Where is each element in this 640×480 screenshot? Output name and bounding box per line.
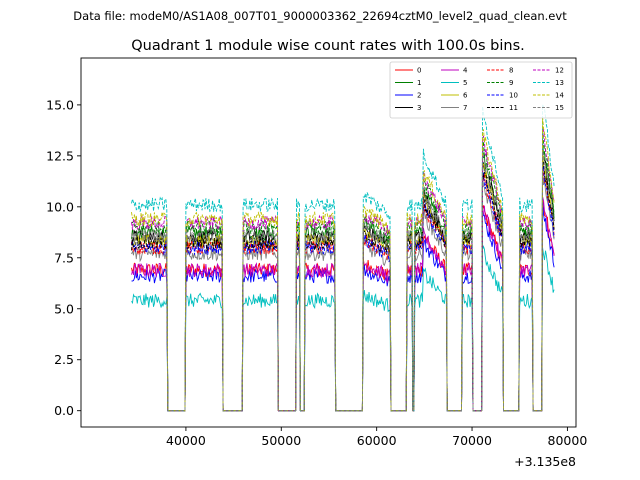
y-tick-label: 2.5 xyxy=(54,352,74,367)
chart-title: Quadrant 1 module wise count rates with … xyxy=(131,38,525,54)
legend-label-4: 4 xyxy=(463,67,468,75)
x-tick-label: 40000 xyxy=(166,433,206,448)
legend-label-1: 1 xyxy=(417,79,421,87)
legend-label-14: 14 xyxy=(555,92,564,100)
axes-layer: 40000 50000 60000 70000 80000 0.0 2.5 5.0 7.5 10.… xyxy=(46,57,588,448)
x-tick-label: 50000 xyxy=(261,433,301,448)
x-tick-label: 70000 xyxy=(452,433,492,448)
y-tick-label: 0.0 xyxy=(54,403,74,418)
y-tick-label: 15.0 xyxy=(46,97,74,112)
legend-label-3: 3 xyxy=(417,104,421,112)
legend-box xyxy=(389,61,573,119)
y-tick-label: 7.5 xyxy=(54,250,74,265)
legend-label-2: 2 xyxy=(417,92,421,100)
series-line-13 xyxy=(131,104,555,412)
legend-label-9: 9 xyxy=(509,79,513,87)
legend-label-8: 8 xyxy=(509,67,513,75)
y-tick-label: 10.0 xyxy=(46,199,74,214)
legend-label-5: 5 xyxy=(463,79,467,87)
legend-label-10: 10 xyxy=(509,92,518,100)
plot-frame xyxy=(80,57,577,428)
x-offset-label: +3.135e8 xyxy=(514,454,576,469)
series-layer xyxy=(131,104,555,412)
x-tick-label: 60000 xyxy=(357,433,397,448)
legend-label-15: 15 xyxy=(555,104,564,112)
suptitle: Data file: modeM0/AS1A08_007T01_90000033… xyxy=(73,9,567,23)
legend-label-11: 11 xyxy=(509,104,518,112)
legend-label-6: 6 xyxy=(463,92,468,100)
series-line-7 xyxy=(131,174,555,412)
series-line-14 xyxy=(131,117,555,412)
legend-label-13: 13 xyxy=(555,79,564,87)
y-tick-label: 12.5 xyxy=(46,148,74,163)
legend-label-7: 7 xyxy=(463,104,467,112)
x-tick-label: 80000 xyxy=(548,433,588,448)
y-tick-label: 5.0 xyxy=(54,301,74,316)
legend-label-12: 12 xyxy=(555,67,564,75)
legend-label-0: 0 xyxy=(417,67,421,75)
series-line-9 xyxy=(131,130,555,412)
series-line-15 xyxy=(131,150,555,412)
